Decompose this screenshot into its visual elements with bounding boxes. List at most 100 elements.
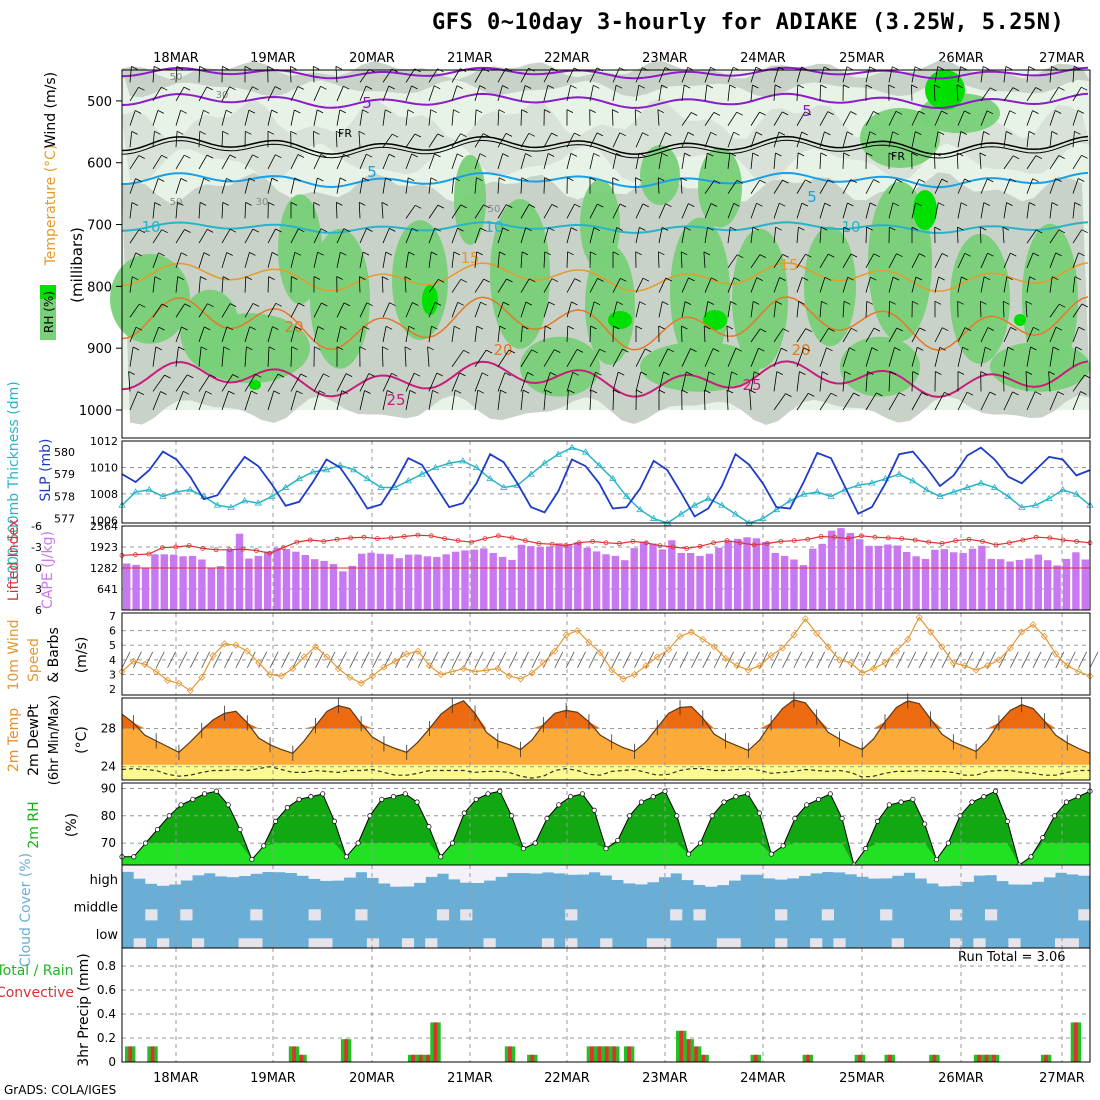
- wind-barb-flag: [385, 251, 392, 256]
- wind-barb-flag: [1002, 226, 1010, 231]
- wind-barb: [382, 252, 387, 268]
- wind-barb: [727, 371, 732, 392]
- wind-barb-flag: [184, 229, 191, 233]
- wind-barb: [911, 179, 920, 194]
- wind-barb: [888, 179, 897, 194]
- wind-barb-flag: [736, 180, 744, 184]
- wind-barb-flag: [801, 131, 808, 136]
- wind-barb-flag: [414, 133, 422, 138]
- wind-barb-flag: [340, 326, 347, 330]
- wind-barb: [543, 372, 551, 392]
- wind-barb-10m: [577, 651, 586, 669]
- wind-barb-flag: [199, 66, 206, 70]
- wind-barb: [566, 227, 572, 244]
- wind-barb: [520, 85, 526, 102]
- wind-barb-flag: [733, 203, 740, 207]
- wind-barb-flag: [828, 253, 835, 258]
- wind-barb-10m: [804, 651, 814, 669]
- wind-barb: [773, 203, 780, 219]
- wind10m-marker: [892, 647, 900, 655]
- rh-bright-blob: [703, 310, 727, 330]
- wind-barb: [842, 179, 852, 194]
- wind-barb: [428, 177, 432, 194]
- wind-barb-flag: [593, 84, 600, 89]
- wind-barb-flag: [453, 251, 461, 256]
- cape-bar: [771, 553, 779, 610]
- li-marker: [805, 536, 811, 542]
- wind-barb: [589, 227, 595, 244]
- rh2m-marker: [579, 791, 585, 797]
- wind-barb: [566, 389, 569, 411]
- wind-barb-flag: [268, 346, 276, 351]
- cloud-middle-cell: [355, 909, 368, 921]
- bottom-date-label: 19MAR: [250, 1071, 296, 1086]
- cape-bar: [893, 545, 901, 610]
- wind-barb: [796, 179, 806, 194]
- wind-barb-flag: [317, 177, 324, 182]
- wind-barb-flag: [498, 109, 505, 114]
- wind10m-marker: [573, 627, 582, 635]
- wind-barb-flag: [731, 371, 738, 376]
- wind-barb: [888, 301, 890, 318]
- wind-barb: [405, 177, 409, 194]
- cloud-middle-cell: [308, 909, 321, 921]
- wind-barb-flag: [1025, 371, 1033, 375]
- wind-barb-flag: [135, 110, 142, 114]
- wind-barb: [842, 347, 850, 367]
- wind-barb: [474, 177, 477, 194]
- wind-barb: [819, 152, 822, 169]
- cloud-high-cell: [262, 865, 275, 872]
- wind-barb-flag: [733, 277, 741, 282]
- wind-barb: [451, 251, 455, 268]
- wind-barb: [359, 228, 367, 244]
- wind-barb: [336, 302, 345, 318]
- cloud-high-cell: [763, 865, 776, 879]
- wind-barb: [497, 204, 507, 219]
- wind-barb: [1002, 371, 1005, 392]
- wind-barb: [359, 373, 370, 392]
- wind-barb: [1072, 346, 1077, 367]
- wind-barb: [1072, 131, 1075, 148]
- wind-barb: [129, 303, 140, 318]
- wind-barb: [934, 327, 943, 343]
- cape-bar: [301, 555, 309, 610]
- wind-barb-flag: [707, 301, 714, 305]
- wind-barb: [635, 153, 640, 169]
- li-marker: [563, 543, 569, 548]
- thickness-marker: [799, 490, 808, 497]
- upper-air-frame: [121, 69, 1091, 439]
- thickness-marker: [159, 492, 167, 499]
- cloud-high-cell: [1031, 865, 1044, 882]
- wind-barb-flag: [154, 130, 161, 135]
- wind10m-marker: [255, 659, 263, 667]
- wind-barb-flag: [752, 84, 759, 89]
- wind-barb-flag: [846, 66, 854, 71]
- wind-barb: [1072, 326, 1080, 343]
- precip-convective-bar: [701, 1054, 706, 1062]
- wind-barb-flag: [593, 227, 601, 231]
- wind-barb: [612, 389, 615, 411]
- cloud-high-cell: [810, 865, 823, 874]
- li-marker: [1033, 534, 1039, 540]
- wind-barb-flag: [567, 251, 574, 256]
- wind10m-marker: [334, 665, 342, 673]
- wind-barb: [957, 178, 965, 194]
- wind10m-marker: [596, 648, 604, 657]
- wind10m-marker: [494, 665, 502, 673]
- wind-barb: [865, 301, 868, 318]
- wind-barb: [382, 109, 386, 126]
- contour-label-15: 15: [779, 256, 798, 274]
- wind-barb-flag: [616, 301, 624, 306]
- wind-barb: [1072, 202, 1076, 219]
- thickness-marker: [527, 470, 535, 477]
- wind-barb: [566, 85, 571, 101]
- wind-barb: [911, 66, 916, 83]
- cloud-high-cell: [308, 865, 321, 879]
- precip-axis-label: 3hr Precip (mm): [76, 953, 92, 1066]
- li-marker: [778, 539, 784, 544]
- wind-barb-flag: [128, 371, 135, 375]
- cloud-low-cell: [483, 938, 496, 948]
- wind10m-marker: [630, 670, 639, 679]
- thickness-marker: [309, 468, 317, 475]
- wind-barb-flag: [249, 326, 256, 331]
